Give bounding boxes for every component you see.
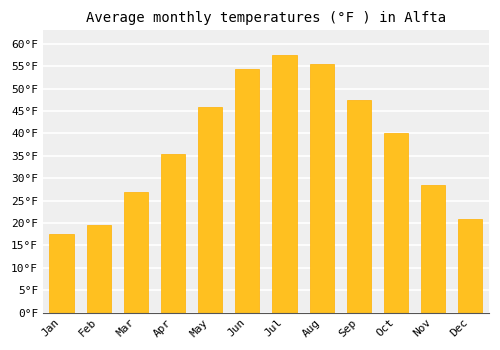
Bar: [161, 154, 185, 313]
Bar: [50, 234, 74, 313]
Bar: [198, 107, 222, 313]
Bar: [86, 225, 111, 313]
Bar: [272, 55, 296, 313]
Bar: [310, 64, 334, 313]
Bar: [421, 185, 445, 313]
Bar: [458, 218, 482, 313]
Bar: [347, 100, 371, 313]
Bar: [236, 69, 260, 313]
Title: Average monthly temperatures (°F ) in Alfta: Average monthly temperatures (°F ) in Al…: [86, 11, 446, 25]
Bar: [124, 192, 148, 313]
Bar: [384, 133, 408, 313]
